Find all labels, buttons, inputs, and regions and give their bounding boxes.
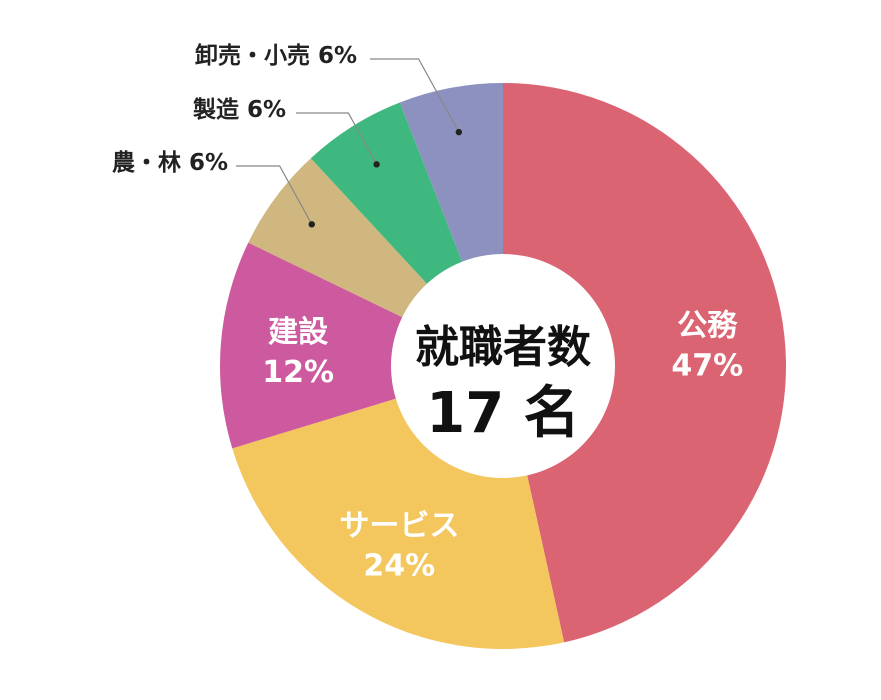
- center-title: 就職者数: [415, 322, 591, 373]
- leader-lines-group: [236, 58, 463, 228]
- slice-label-outside: 卸売・小売 6%: [195, 42, 357, 69]
- slice-label-name: サービス: [339, 508, 459, 543]
- leader-dot: [308, 221, 315, 228]
- leader-line: [370, 58, 460, 133]
- slice-2: [220, 242, 504, 449]
- slice-label-value: 47%: [671, 349, 743, 384]
- leader-dot: [455, 128, 463, 136]
- slice-label-value: 12%: [262, 355, 334, 390]
- slice-label-outside: 農・林 6%: [112, 149, 228, 176]
- slice-label-value: 24%: [363, 548, 435, 583]
- slice-label-outside: 製造 6%: [192, 96, 286, 123]
- leader-line: [296, 112, 378, 165]
- center-hole: [391, 254, 615, 478]
- slice-label-name: 建設: [268, 315, 328, 350]
- slice-label-name: 公務: [677, 309, 738, 344]
- leader-dot: [373, 161, 380, 168]
- leader-line: [236, 165, 313, 225]
- slice-0: [503, 83, 786, 643]
- center-count: 17 名: [426, 381, 579, 446]
- labels-group: 公務 47% サービス 24% 建設 12% 農・林 6% 製造 6% 卸売・小売 6%: [112, 42, 743, 583]
